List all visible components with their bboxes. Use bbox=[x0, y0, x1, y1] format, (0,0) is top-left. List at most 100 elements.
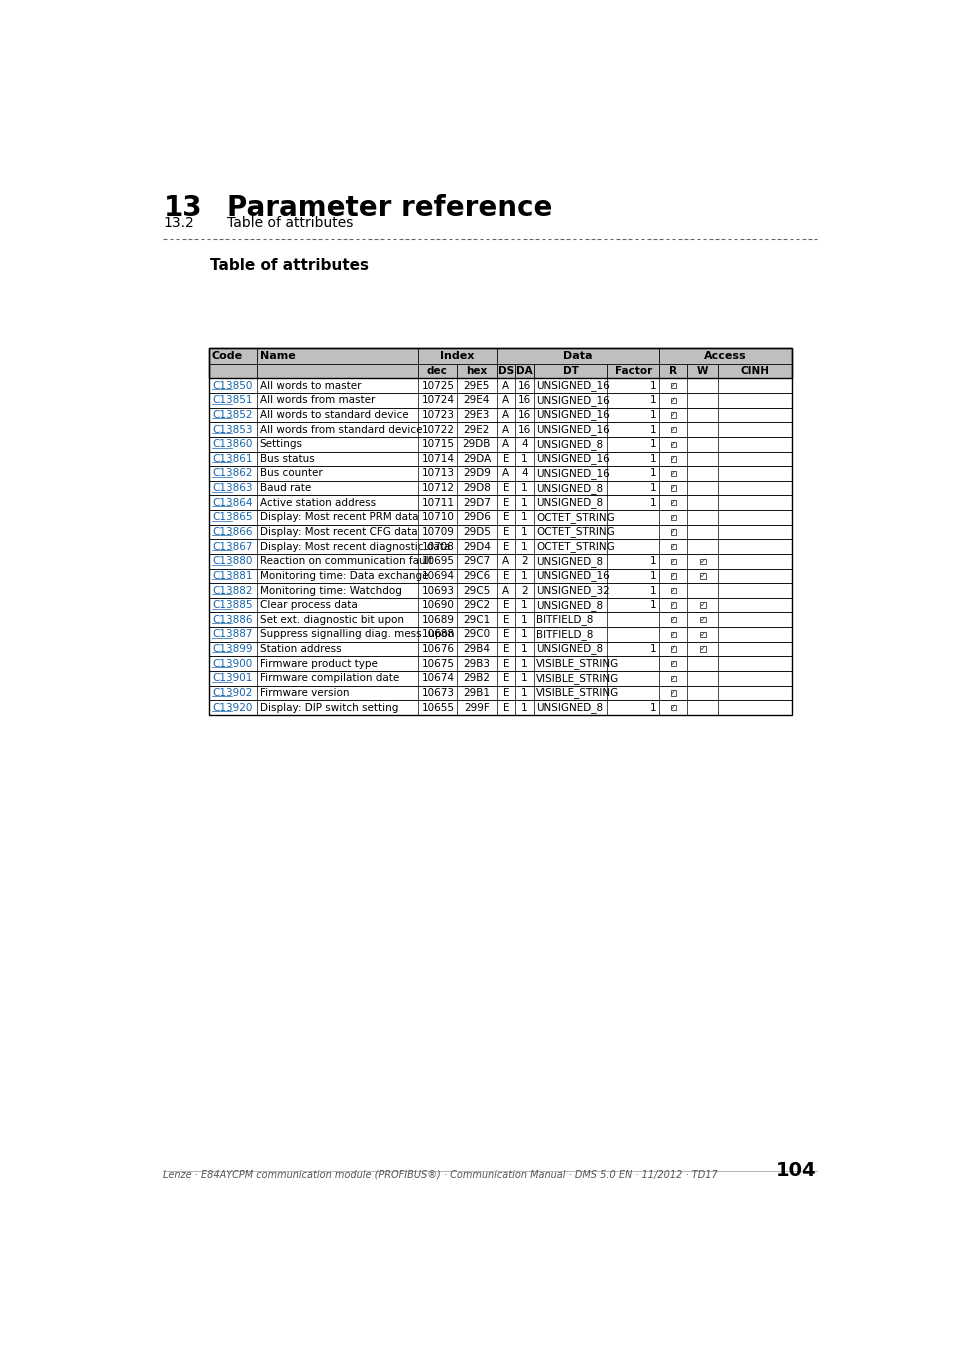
Text: A: A bbox=[502, 381, 509, 390]
Bar bbox=[209, 348, 791, 378]
Text: DA: DA bbox=[516, 366, 533, 377]
Bar bbox=[209, 539, 791, 553]
Bar bbox=[209, 686, 791, 701]
Text: 1: 1 bbox=[649, 571, 656, 580]
Text: Station address: Station address bbox=[259, 644, 341, 653]
Text: C13850: C13850 bbox=[212, 381, 253, 390]
Text: C13880: C13880 bbox=[212, 556, 253, 566]
Text: DS: DS bbox=[497, 366, 514, 377]
Text: 10694: 10694 bbox=[421, 571, 455, 580]
Text: ✓: ✓ bbox=[670, 601, 676, 609]
Text: E: E bbox=[502, 629, 509, 640]
Text: R: R bbox=[669, 366, 677, 377]
Bar bbox=[670, 427, 676, 432]
Text: 29B1: 29B1 bbox=[463, 688, 490, 698]
Bar bbox=[209, 641, 791, 656]
Text: Firmware compilation date: Firmware compilation date bbox=[259, 674, 398, 683]
Text: 29B4: 29B4 bbox=[463, 644, 490, 653]
Bar bbox=[209, 568, 791, 583]
Text: ✓: ✓ bbox=[699, 644, 705, 653]
Bar bbox=[670, 602, 676, 608]
Text: Reaction on communication fault: Reaction on communication fault bbox=[259, 556, 432, 566]
Text: ✓: ✓ bbox=[670, 703, 676, 711]
Text: Bus counter: Bus counter bbox=[259, 468, 322, 478]
Text: A: A bbox=[502, 439, 509, 450]
Bar bbox=[670, 587, 676, 593]
Text: ✓: ✓ bbox=[670, 381, 676, 390]
Text: C13852: C13852 bbox=[212, 410, 253, 420]
Text: C13899: C13899 bbox=[212, 644, 253, 653]
Text: UNSIGNED_32: UNSIGNED_32 bbox=[536, 585, 609, 595]
Text: Name: Name bbox=[259, 351, 295, 360]
Bar bbox=[670, 559, 676, 564]
Text: OCTET_STRING: OCTET_STRING bbox=[536, 526, 615, 537]
Text: ✓: ✓ bbox=[670, 541, 676, 551]
Text: C13861: C13861 bbox=[212, 454, 253, 464]
Text: BITFIELD_8: BITFIELD_8 bbox=[536, 614, 593, 625]
Text: A: A bbox=[502, 396, 509, 405]
Text: Monitoring time: Watchdog: Monitoring time: Watchdog bbox=[259, 586, 401, 595]
Bar bbox=[700, 647, 705, 652]
Text: UNSIGNED_8: UNSIGNED_8 bbox=[536, 497, 602, 508]
Text: E: E bbox=[502, 526, 509, 537]
Text: W: W bbox=[697, 366, 708, 377]
Text: C13881: C13881 bbox=[212, 571, 253, 580]
Text: 1: 1 bbox=[649, 454, 656, 464]
Bar bbox=[209, 568, 791, 583]
Text: E: E bbox=[502, 601, 509, 610]
Bar bbox=[209, 423, 791, 437]
Bar bbox=[209, 671, 791, 686]
Bar bbox=[670, 456, 676, 462]
Bar bbox=[209, 348, 791, 363]
Text: 1: 1 bbox=[649, 410, 656, 420]
Text: 10724: 10724 bbox=[421, 396, 455, 405]
Text: 29B3: 29B3 bbox=[463, 659, 490, 668]
Text: Active station address: Active station address bbox=[259, 498, 375, 508]
Text: ✓: ✓ bbox=[699, 571, 705, 580]
Text: 1: 1 bbox=[520, 644, 527, 653]
Text: 1: 1 bbox=[649, 396, 656, 405]
Text: 1: 1 bbox=[520, 526, 527, 537]
Bar bbox=[670, 412, 676, 417]
Text: ✓: ✓ bbox=[670, 468, 676, 478]
Text: 29D8: 29D8 bbox=[462, 483, 491, 493]
Bar bbox=[209, 495, 791, 510]
Bar bbox=[209, 423, 791, 437]
Bar bbox=[209, 363, 791, 378]
Text: Code: Code bbox=[212, 351, 242, 360]
Text: 29B2: 29B2 bbox=[463, 674, 490, 683]
Text: Lenze · E84AYCPM communication module (PROFIBUS®) · Communication Manual · DMS 5: Lenze · E84AYCPM communication module (P… bbox=[163, 1170, 718, 1180]
Text: 1: 1 bbox=[649, 702, 656, 713]
Text: E: E bbox=[502, 688, 509, 698]
Text: OCTET_STRING: OCTET_STRING bbox=[536, 541, 615, 552]
Text: 10709: 10709 bbox=[421, 526, 455, 537]
Text: E: E bbox=[502, 454, 509, 464]
Text: A: A bbox=[502, 586, 509, 595]
Text: ✓: ✓ bbox=[670, 396, 676, 405]
Text: 16: 16 bbox=[517, 410, 531, 420]
Text: UNSIGNED_8: UNSIGNED_8 bbox=[536, 599, 602, 610]
Bar bbox=[670, 500, 676, 505]
Text: 13: 13 bbox=[163, 194, 202, 223]
Text: Display: Most recent diagnostic data: Display: Most recent diagnostic data bbox=[259, 541, 449, 552]
Text: 10713: 10713 bbox=[421, 468, 455, 478]
Text: 299F: 299F bbox=[463, 702, 489, 713]
Text: Settings: Settings bbox=[259, 439, 302, 450]
Text: 1: 1 bbox=[649, 381, 656, 390]
Text: E: E bbox=[502, 483, 509, 493]
Text: ✓: ✓ bbox=[670, 659, 676, 668]
Text: DT: DT bbox=[562, 366, 578, 377]
Text: 29D5: 29D5 bbox=[462, 526, 491, 537]
Text: ✓: ✓ bbox=[670, 483, 676, 493]
Text: E: E bbox=[502, 498, 509, 508]
Bar bbox=[209, 466, 791, 481]
Text: 1: 1 bbox=[520, 498, 527, 508]
Bar bbox=[670, 662, 676, 667]
Bar bbox=[670, 471, 676, 477]
Text: 29C5: 29C5 bbox=[463, 586, 490, 595]
Text: C13863: C13863 bbox=[212, 483, 253, 493]
Text: 16: 16 bbox=[517, 396, 531, 405]
Bar bbox=[209, 686, 791, 701]
Text: 10714: 10714 bbox=[421, 454, 455, 464]
Text: E: E bbox=[502, 702, 509, 713]
